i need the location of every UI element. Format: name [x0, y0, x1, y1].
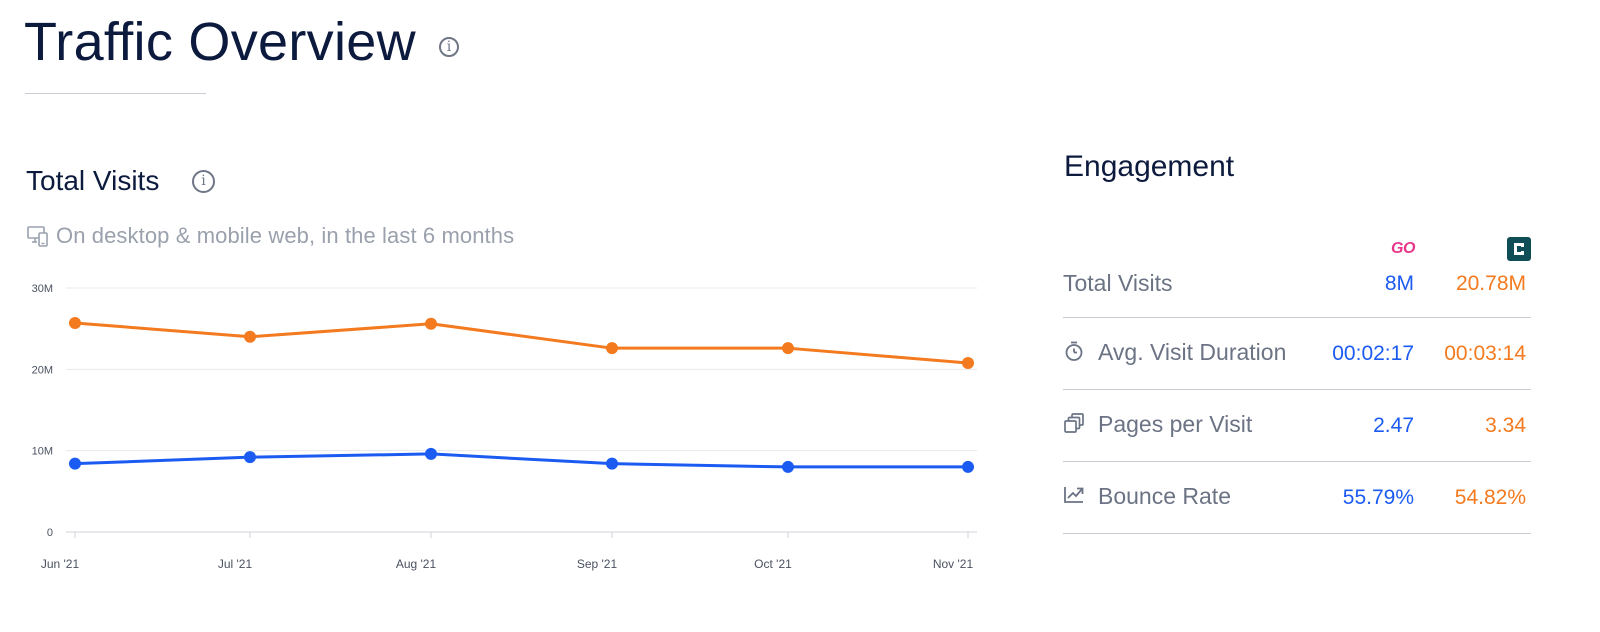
- page-title: Traffic Overview: [24, 12, 416, 72]
- x-tick-label: Nov '21: [933, 557, 974, 571]
- stopwatch-icon: [1065, 341, 1083, 361]
- x-tick-label: Jun '21: [41, 557, 80, 571]
- engagement-value-b: 3.34: [1485, 414, 1526, 437]
- c-logo-icon: [1507, 237, 1531, 261]
- x-tick-label: Aug '21: [396, 557, 437, 571]
- data-point: [962, 356, 974, 369]
- x-tick-label: Sep '21: [577, 557, 618, 571]
- total-visits-chart: 30M 20M 10M 0 Jun '21 Jul '21 Aug '21 Sep '21 Oc…: [32, 283, 977, 571]
- engagement-row-avg-visit-duration: Avg. Visit Duration 00:02:17 00:03:14: [1063, 318, 1531, 390]
- subtitle-text: On desktop & mobile web, in the last 6 m…: [56, 223, 515, 248]
- engagement-value-b: 20.78M: [1455, 272, 1526, 295]
- y-tick-label: 10M: [32, 446, 53, 458]
- y-tick-label: 30M: [32, 283, 53, 295]
- total-visits-subtitle: On desktop & mobile web, in the last 6 m…: [26, 222, 514, 250]
- x-tick-label: Jul '21: [218, 557, 253, 571]
- data-point: [962, 460, 974, 473]
- go-logo-icon: GO: [1391, 240, 1415, 257]
- engagement-label: Pages per Visit: [1098, 411, 1253, 437]
- title-divider: [25, 93, 206, 94]
- data-point: [69, 316, 81, 329]
- data-point: [782, 460, 794, 473]
- bounce-arrow-icon: [1064, 487, 1084, 503]
- y-tick-label: 0: [47, 527, 53, 539]
- engagement-value-b: 54.82%: [1454, 486, 1526, 509]
- series-line-0: [74, 321, 969, 365]
- total-visits-info-icon[interactable]: i: [192, 170, 215, 193]
- data-point: [244, 451, 256, 464]
- info-circle-icon[interactable]: i: [439, 37, 459, 57]
- total-visits-title: Total Visits: [26, 165, 160, 196]
- y-tick-label: 20M: [32, 364, 53, 376]
- engagement-value-a: 55.79%: [1342, 486, 1414, 509]
- engagement-label: Bounce Rate: [1098, 483, 1231, 509]
- engagement-value-b: 00:03:14: [1444, 342, 1526, 365]
- data-point: [782, 342, 794, 355]
- engagement-row-total-visits: Total Visits 8M 20.78M: [1063, 262, 1531, 318]
- data-point: [244, 330, 256, 343]
- x-tick-label: Oct '21: [754, 557, 792, 571]
- data-point: [425, 447, 437, 460]
- engagement-value-a: 2.47: [1373, 414, 1414, 437]
- engagement-label: Total Visits: [1063, 270, 1173, 296]
- engagement-row-bounce-rate: Bounce Rate 55.79% 54.82%: [1063, 462, 1531, 534]
- data-point: [69, 457, 81, 470]
- engagement-value-a: 00:02:17: [1332, 342, 1414, 365]
- pages-stack-icon: [1064, 413, 1084, 433]
- engagement-value-a: 8M: [1384, 272, 1414, 295]
- engagement-label: Avg. Visit Duration: [1098, 339, 1287, 365]
- series-line-1: [74, 452, 968, 469]
- engagement-title: Engagement: [1064, 150, 1235, 183]
- data-point: [425, 317, 437, 330]
- data-point: [606, 342, 618, 355]
- data-point: [606, 457, 618, 470]
- engagement-table: Total Visits 8M 20.78M Avg. Visit Durati…: [1063, 262, 1531, 534]
- engagement-row-pages-per-visit: Pages per Visit 2.47 3.34: [1063, 390, 1531, 462]
- desktop-mobile-icon: [27, 226, 48, 247]
